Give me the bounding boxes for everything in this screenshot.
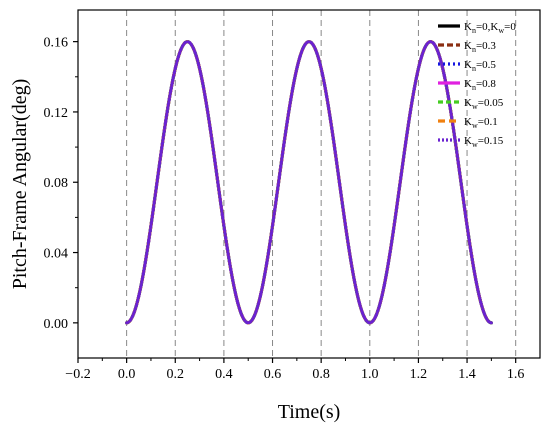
x-tick-label: 1.4 (458, 367, 476, 382)
legend-label: Kw=0.1 (464, 116, 498, 130)
y-tick-label: 0.00 (44, 317, 69, 332)
y-tick-label: 0.08 (44, 176, 69, 191)
legend: Kn=0,Kw=0 Kn=0.3 Kn=0.5 Kn=0.8 Kw=0.05 Kw=0.1… (438, 21, 516, 149)
legend-label: Kw=0.15 (464, 135, 504, 149)
legend-label: Kn=0.5 (464, 59, 496, 73)
y-axis-title: Pitch-Frame Angular(deg) (9, 79, 31, 290)
series-line-5 (125, 40, 493, 325)
x-tick-label: 0.4 (215, 367, 233, 382)
x-tick-label: 1.2 (410, 367, 428, 382)
legend-label: Kn=0,Kw=0 (464, 21, 516, 35)
series-line-0 (125, 40, 493, 325)
x-tick-label: 0.0 (118, 367, 136, 382)
series-line-6 (125, 40, 493, 325)
x-tick-label: 1.0 (361, 367, 379, 382)
axis-ticks: −0.2 0.0 0.2 0.4 0.6 0.8 1.0 1.2 1.4 1.6 0.00 0.04 0… (44, 36, 525, 382)
grid (77, 10, 517, 358)
legend-label: Kn=0.8 (464, 78, 496, 92)
plot-frame (77, 9, 541, 359)
y-tick-label: 0.16 (44, 36, 69, 51)
x-axis-title: Time(s) (278, 401, 341, 423)
x-tick-label: −0.2 (65, 367, 90, 382)
series-line-1 (125, 40, 493, 325)
x-tick-label: 1.6 (507, 367, 525, 382)
x-tick-label: 0.8 (312, 367, 330, 382)
series-line-3 (125, 40, 493, 325)
series-line-2 (125, 40, 493, 325)
legend-label: Kw=0.05 (464, 97, 504, 111)
x-tick-label: 0.2 (167, 367, 185, 382)
series-line-4 (125, 40, 493, 325)
series-lines (125, 40, 493, 325)
legend-label: Kn=0.3 (464, 40, 496, 54)
y-tick-label: 0.04 (44, 247, 69, 262)
x-tick-label: 0.6 (264, 367, 282, 382)
y-tick-label: 0.12 (44, 106, 69, 121)
